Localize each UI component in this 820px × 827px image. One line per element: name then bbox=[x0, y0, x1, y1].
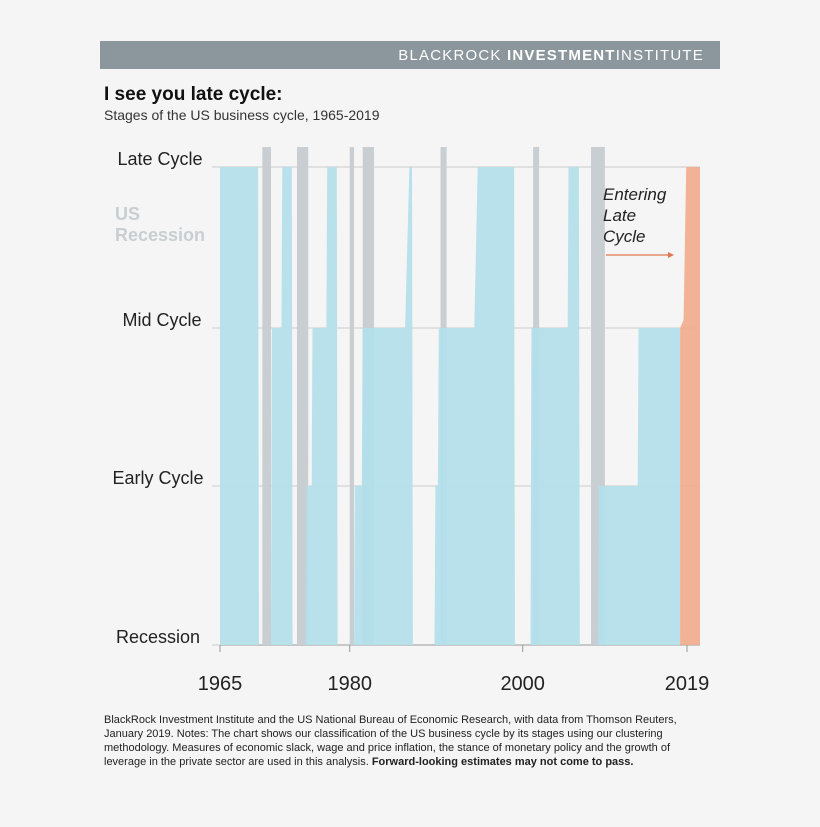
notes-disclaimer: Forward-looking estimates may not come t… bbox=[371, 756, 634, 768]
annotation-line3: Cycle bbox=[603, 227, 646, 246]
x-label-2000: 2000 bbox=[500, 673, 545, 695]
brand-word-1: BLACKROCK bbox=[398, 47, 502, 64]
annotation-line1: Entering bbox=[603, 185, 667, 204]
stage-areas bbox=[220, 167, 700, 645]
estimate-area bbox=[680, 167, 700, 645]
annotation-arrow-head bbox=[668, 252, 674, 258]
brand-name: BLACKROCK INVESTMENTINSTITUTE bbox=[398, 47, 704, 64]
chart-notes: BlackRock Investment Institute and the U… bbox=[104, 713, 714, 769]
y-label-recession: Recession bbox=[116, 627, 200, 647]
stage-area bbox=[220, 167, 681, 645]
chart-subtitle: Stages of the US business cycle, 1965-20… bbox=[104, 107, 380, 123]
legend-recession-line2: Recession bbox=[115, 225, 205, 245]
recession-band-3 bbox=[349, 147, 355, 645]
y-label-early-cycle: Early Cycle bbox=[112, 468, 203, 488]
x-label-2019: 2019 bbox=[665, 673, 710, 695]
y-label-late-cycle: Late Cycle bbox=[117, 149, 202, 169]
legend-recession-line1: US bbox=[115, 204, 140, 224]
axis-labels: Recession Early Cycle Mid Cycle Late Cycle 1… bbox=[112, 149, 709, 695]
recession-band-2 bbox=[296, 147, 309, 645]
chart-title: I see you late cycle: bbox=[104, 84, 283, 105]
brand-banner: BLACKROCK INVESTMENTINSTITUTE bbox=[100, 41, 720, 69]
y-label-mid-cycle: Mid Cycle bbox=[122, 310, 201, 330]
annotation-line2: Late bbox=[603, 206, 636, 225]
x-label-1980: 1980 bbox=[327, 673, 372, 695]
brand-word-2: INVESTMENT bbox=[507, 47, 616, 64]
x-label-1965: 1965 bbox=[198, 673, 243, 695]
recession-band-1 bbox=[262, 147, 272, 645]
brand-word-3: INSTITUTE bbox=[615, 47, 704, 64]
notes-text: BlackRock Investment Institute and the U… bbox=[104, 714, 677, 768]
